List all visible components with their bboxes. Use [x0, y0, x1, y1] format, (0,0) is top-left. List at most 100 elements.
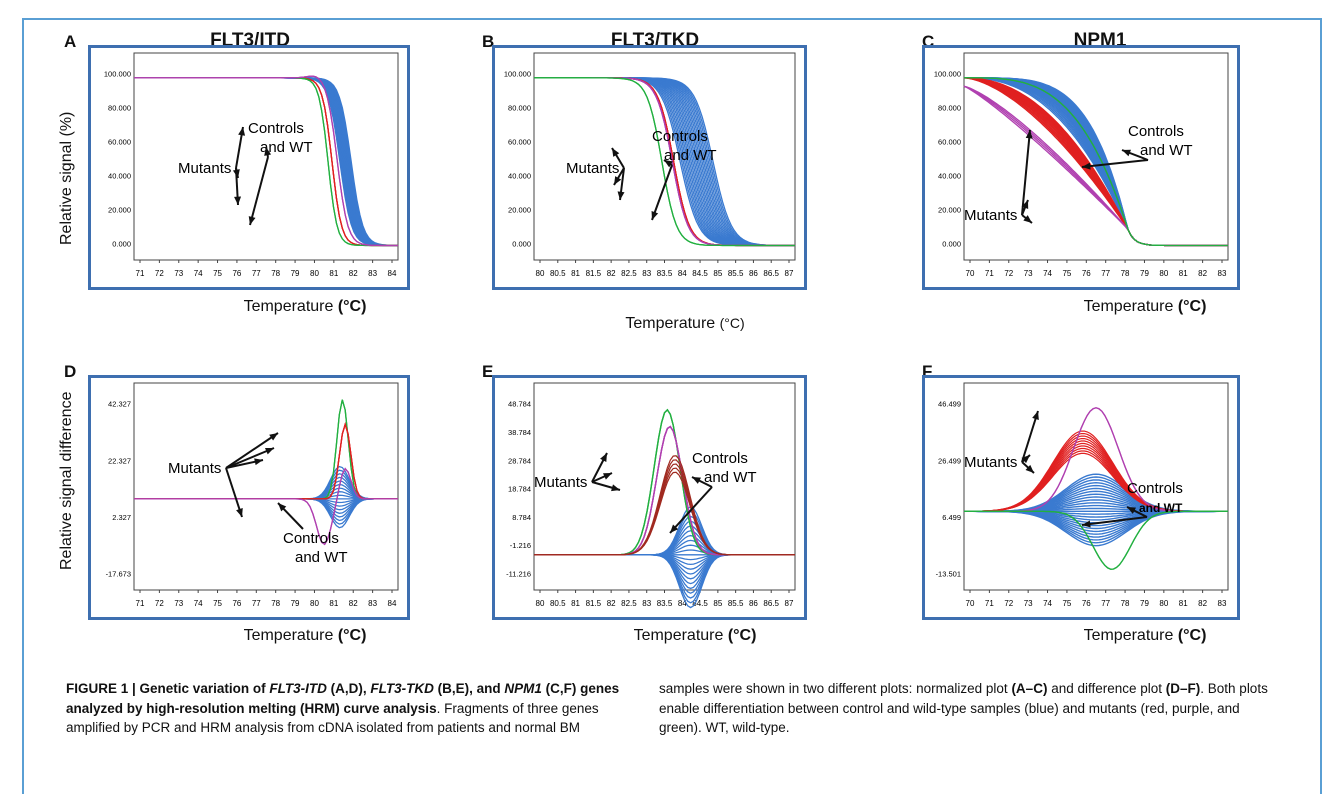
x-tick-label: 77 — [1101, 599, 1110, 608]
mutants-label: Mutants — [566, 160, 619, 177]
x-tick-label: 76 — [232, 269, 241, 278]
x-tick-label: 72 — [1004, 269, 1013, 278]
y-tick-label: 60.000 — [108, 138, 131, 147]
wt-label: and WT — [704, 469, 757, 486]
controls-label: Controls — [283, 530, 339, 547]
annotation-arrow — [669, 486, 713, 534]
y-tick-label: 38.784 — [508, 428, 531, 437]
x-tick-label: 83 — [642, 599, 651, 608]
annotation-arrow — [225, 432, 279, 469]
x-tick-label: 73 — [174, 599, 183, 608]
panel-letter-b: B — [482, 32, 495, 51]
x-tick-label: 86 — [749, 599, 758, 608]
controls-label: Controls — [248, 120, 304, 137]
controls-label: Controls — [692, 450, 748, 467]
x-tick-label: 75 — [1062, 599, 1071, 608]
y-tick-label: -17.673 — [106, 569, 131, 578]
panel-letter-e: E — [482, 362, 494, 381]
y-tick-label: -13.501 — [936, 569, 961, 578]
x-tick-label: 84 — [678, 599, 687, 608]
y-tick-label: 6.499 — [942, 513, 961, 522]
x-tick-label: 82 — [1198, 599, 1207, 608]
y-tick-label: 100.000 — [504, 70, 531, 79]
y-tick-label: 48.784 — [508, 400, 531, 409]
x-tick-label: 84.5 — [692, 599, 708, 608]
x-tick-label: 85 — [713, 599, 722, 608]
x-axis-label: Temperature (°C) — [243, 298, 367, 315]
x-tick-label: 78 — [271, 599, 280, 608]
x-axis-label: Temperature (°C) — [1083, 627, 1207, 644]
y-tick-label: 46.499 — [938, 400, 961, 409]
x-tick-label: 76 — [1082, 599, 1091, 608]
y-tick-label: 60.000 — [508, 138, 531, 147]
x-tick-label: 83.5 — [657, 599, 673, 608]
controls-label: Controls — [1128, 123, 1184, 140]
wt-label: and WT — [1140, 142, 1193, 159]
purple-curve — [134, 75, 398, 247]
mutants-label: Mutants — [178, 160, 231, 177]
x-tick-label: 86 — [749, 269, 758, 278]
mutants-label: Mutants — [964, 207, 1017, 224]
x-tick-label: 77 — [1101, 269, 1110, 278]
arrow-head — [278, 503, 287, 512]
x-tick-label: 81 — [1179, 599, 1188, 608]
controls-label: Controls — [652, 128, 708, 145]
x-tick-label: 71 — [136, 599, 145, 608]
x-tick-label: 76 — [1082, 269, 1091, 278]
y-tick-label: 18.784 — [508, 485, 531, 494]
y-tick-label: 100.000 — [934, 70, 961, 79]
annotation-arrow — [249, 156, 269, 226]
x-tick-label: 85.5 — [728, 269, 744, 278]
y-tick-label: 20.000 — [938, 205, 961, 214]
x-tick-label: 70 — [966, 599, 975, 608]
green-curve — [964, 77, 1228, 247]
x-tick-label: 83 — [642, 269, 651, 278]
plot-area — [963, 382, 1229, 591]
arrow-head — [612, 148, 620, 157]
x-tick-label: 83 — [368, 269, 377, 278]
x-tick-label: 79 — [291, 599, 300, 608]
y-tick-label: 0.000 — [512, 239, 531, 248]
x-tick-label: 73 — [174, 269, 183, 278]
panel-letter-d: D — [64, 362, 77, 381]
annotation-arrow — [1081, 516, 1148, 526]
y-tick-label: 60.000 — [938, 138, 961, 147]
y-tick-label: -1.216 — [510, 541, 531, 550]
y-tick-label: 40.000 — [508, 172, 531, 181]
x-tick-label: 80 — [310, 599, 319, 608]
x-tick-label: 78 — [271, 269, 280, 278]
y-tick-label: 40.000 — [938, 172, 961, 181]
arrow-head — [1021, 455, 1030, 464]
arrow-head — [238, 127, 246, 136]
x-tick-label: 75 — [213, 599, 222, 608]
y-tick-label: 80.000 — [108, 104, 131, 113]
x-tick-label: 82 — [1198, 269, 1207, 278]
mutants-label: Mutants — [534, 474, 587, 491]
arrow-head — [248, 216, 256, 225]
melting-curves — [963, 77, 1228, 247]
y-tick-label: 100.000 — [104, 70, 131, 79]
arrow-head — [1082, 520, 1091, 528]
x-tick-label: 75 — [213, 269, 222, 278]
x-tick-label: 85.5 — [728, 599, 744, 608]
annotation-arrow — [651, 164, 673, 221]
y-tick-label: 2.327 — [112, 513, 131, 522]
y-tick-label: 0.000 — [112, 239, 131, 248]
x-tick-label: 71 — [985, 269, 994, 278]
x-tick-label: 70 — [966, 269, 975, 278]
plot-panel-b: 100.000 80.000 60.000 40.000 20.000 0.000 80 80… — [492, 45, 807, 290]
x-tick-label: 87 — [785, 599, 794, 608]
x-tick-label: 83 — [1218, 599, 1227, 608]
arrow-head — [1025, 130, 1033, 139]
plot-panel-f: 46.499 26.499 6.499 -13.501 70 71 72 73 74 75 76 77… — [922, 375, 1240, 620]
x-tick-label: 81 — [329, 269, 338, 278]
x-tick-label: 86.5 — [763, 269, 779, 278]
green-curve — [534, 77, 795, 247]
annotation-arrow — [225, 447, 275, 469]
arrow-head — [1127, 507, 1136, 514]
wt-label: and WT — [1139, 501, 1183, 515]
arrow-head — [1023, 215, 1032, 223]
x-tick-label: 71 — [136, 269, 145, 278]
y-tick-label: 28.784 — [508, 456, 531, 465]
x-tick-label: 78 — [1121, 599, 1130, 608]
